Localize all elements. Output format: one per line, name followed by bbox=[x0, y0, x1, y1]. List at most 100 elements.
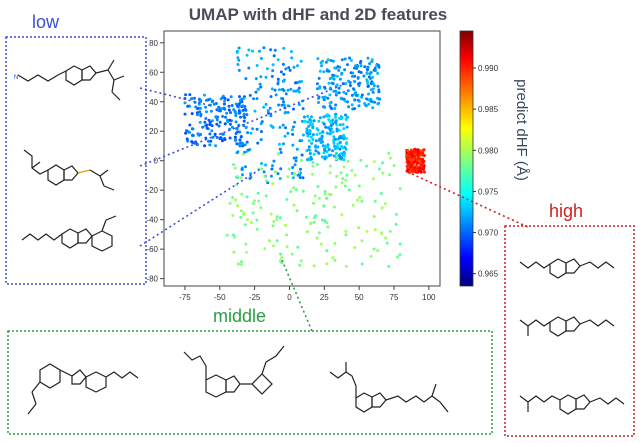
data-point bbox=[266, 109, 270, 113]
high-molecules-box bbox=[504, 225, 635, 437]
colorbar-tick-label: 0.980 bbox=[478, 146, 499, 155]
low-molecules-box bbox=[5, 36, 147, 285]
data-point bbox=[412, 164, 416, 168]
data-point bbox=[299, 158, 303, 162]
data-point bbox=[371, 106, 375, 110]
data-point bbox=[421, 157, 424, 161]
data-point bbox=[385, 241, 389, 245]
data-point bbox=[334, 112, 338, 116]
data-point bbox=[344, 229, 348, 233]
data-point bbox=[276, 172, 280, 176]
data-point bbox=[201, 125, 205, 129]
data-point bbox=[284, 92, 288, 96]
data-point bbox=[415, 161, 419, 165]
data-point bbox=[297, 90, 301, 94]
data-point bbox=[235, 49, 239, 53]
data-point bbox=[210, 124, 214, 128]
data-point bbox=[387, 264, 391, 268]
data-point bbox=[328, 119, 332, 123]
data-point bbox=[234, 198, 238, 202]
data-point bbox=[195, 113, 199, 117]
data-point bbox=[334, 121, 338, 125]
data-point bbox=[348, 81, 352, 84]
data-point bbox=[233, 135, 237, 139]
data-point bbox=[419, 149, 422, 153]
data-point bbox=[226, 98, 230, 102]
data-point bbox=[241, 152, 245, 156]
x-tick-label: 50 bbox=[355, 293, 364, 302]
data-point bbox=[278, 125, 282, 129]
data-point bbox=[353, 246, 357, 249]
data-point bbox=[293, 120, 297, 124]
data-point bbox=[376, 84, 380, 88]
data-point bbox=[317, 231, 321, 235]
data-point bbox=[297, 103, 301, 106]
data-point bbox=[269, 174, 273, 178]
data-point bbox=[335, 174, 339, 178]
data-point bbox=[306, 114, 310, 118]
data-point bbox=[225, 111, 229, 115]
data-point bbox=[315, 133, 319, 136]
data-point bbox=[237, 68, 241, 72]
data-point bbox=[312, 201, 316, 205]
data-point bbox=[349, 71, 353, 75]
data-point bbox=[346, 115, 349, 119]
data-point bbox=[331, 118, 335, 122]
data-point bbox=[325, 221, 329, 225]
data-point bbox=[188, 123, 192, 127]
data-point bbox=[205, 126, 209, 130]
x-axis-ticks: -75 -50 -25 0 25 50 75 100 bbox=[179, 286, 436, 302]
data-point bbox=[264, 75, 268, 79]
data-point bbox=[329, 124, 333, 128]
data-point bbox=[340, 213, 344, 217]
data-point bbox=[350, 93, 354, 97]
data-point bbox=[421, 160, 425, 164]
data-point bbox=[331, 59, 335, 63]
data-point bbox=[350, 103, 354, 107]
data-point bbox=[184, 93, 188, 97]
low-molecule-1-n: N bbox=[14, 75, 18, 81]
data-point bbox=[290, 252, 294, 256]
data-point bbox=[293, 172, 297, 175]
data-point bbox=[184, 131, 188, 135]
data-point bbox=[319, 140, 323, 144]
data-point bbox=[264, 194, 268, 198]
data-point bbox=[282, 79, 286, 83]
y-axis-ticks: 80 60 40 20 0 -20 -40 -60 -80 bbox=[146, 39, 164, 284]
data-point bbox=[365, 78, 369, 82]
data-point bbox=[356, 76, 360, 79]
data-point bbox=[360, 239, 364, 243]
data-point bbox=[279, 70, 283, 74]
data-point bbox=[269, 212, 273, 216]
data-point bbox=[294, 156, 298, 160]
data-point bbox=[278, 177, 282, 180]
data-point bbox=[240, 100, 244, 104]
data-point bbox=[208, 132, 212, 136]
data-point bbox=[326, 96, 330, 100]
data-point bbox=[287, 167, 291, 171]
data-point bbox=[322, 70, 326, 74]
data-point bbox=[249, 176, 253, 179]
data-point bbox=[253, 109, 257, 113]
data-point bbox=[290, 171, 294, 175]
data-point bbox=[329, 127, 333, 131]
data-point bbox=[265, 67, 269, 71]
data-point bbox=[372, 84, 376, 88]
data-point bbox=[338, 123, 342, 127]
data-point bbox=[387, 151, 391, 155]
data-point bbox=[205, 123, 209, 127]
data-point bbox=[372, 215, 376, 218]
data-point bbox=[318, 116, 322, 120]
data-point bbox=[292, 125, 295, 129]
data-point bbox=[406, 149, 410, 153]
data-point bbox=[317, 101, 320, 104]
data-point bbox=[326, 58, 330, 62]
data-point bbox=[333, 107, 337, 110]
data-point bbox=[347, 188, 351, 192]
data-point bbox=[352, 87, 355, 91]
data-point bbox=[242, 212, 246, 216]
data-point bbox=[338, 154, 342, 158]
data-point bbox=[406, 168, 410, 172]
data-point bbox=[344, 264, 348, 268]
data-point bbox=[210, 119, 214, 123]
